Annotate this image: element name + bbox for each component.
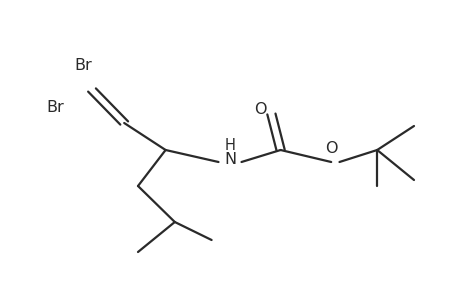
Text: Br: Br: [74, 58, 91, 74]
Text: N: N: [224, 152, 235, 166]
Text: O: O: [253, 102, 266, 117]
Text: H: H: [224, 138, 235, 153]
Text: O: O: [324, 141, 337, 156]
Text: Br: Br: [46, 100, 64, 116]
